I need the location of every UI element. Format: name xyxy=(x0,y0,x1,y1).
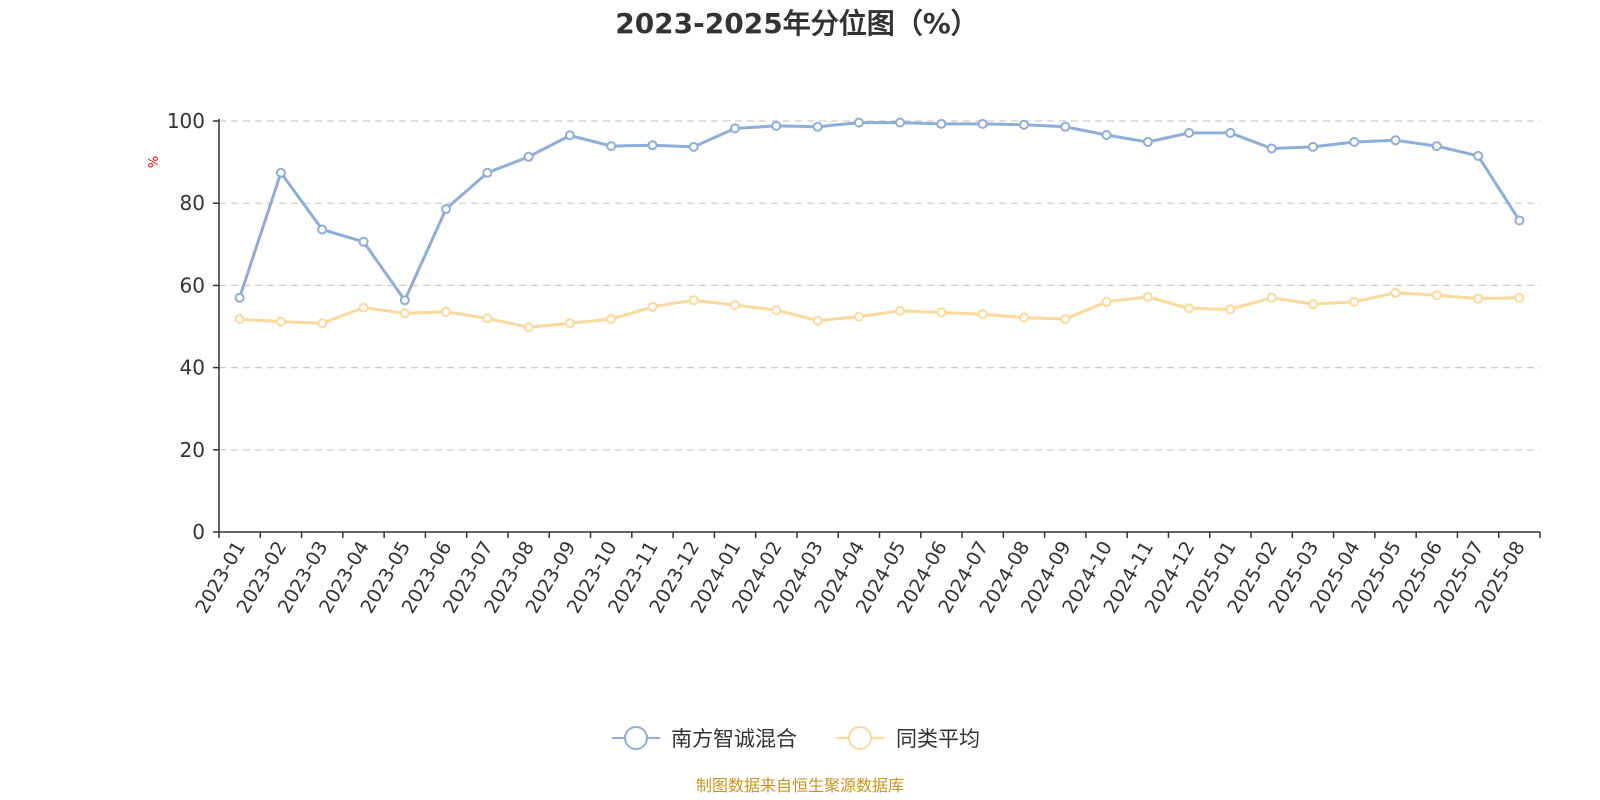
data-point[interactable] xyxy=(1060,314,1071,325)
data-point[interactable] xyxy=(1266,143,1277,154)
data-point[interactable] xyxy=(771,305,782,316)
data-point[interactable] xyxy=(564,318,575,329)
data-point[interactable] xyxy=(275,316,286,327)
data-point[interactable] xyxy=(1431,141,1442,152)
data-point[interactable] xyxy=(812,121,823,132)
data-point[interactable] xyxy=(936,307,947,318)
data-point[interactable] xyxy=(853,311,864,322)
data-point[interactable] xyxy=(1390,135,1401,146)
data-point[interactable] xyxy=(1308,299,1318,310)
legend: 南方智诚混合 同类平均 xyxy=(612,726,980,751)
series-2 xyxy=(234,287,1525,333)
data-point[interactable] xyxy=(1431,290,1442,301)
y-tick-label: 40 xyxy=(180,356,205,380)
data-point[interactable] xyxy=(647,301,658,312)
data-point[interactable] xyxy=(1473,150,1484,161)
data-point[interactable] xyxy=(1101,296,1112,307)
legend-item-series-1[interactable]: 南方智诚混合 xyxy=(612,726,797,751)
data-point[interactable] xyxy=(1308,141,1318,152)
legend-label-series-2: 同类平均 xyxy=(896,727,980,751)
series-line xyxy=(239,291,1520,329)
chart-title: 2023-2025年分位图（%） xyxy=(615,7,979,40)
legend-label-series-1: 南方智诚混合 xyxy=(671,727,797,751)
data-point[interactable] xyxy=(1101,130,1112,140)
data-point[interactable] xyxy=(936,118,947,129)
data-point[interactable] xyxy=(441,204,451,214)
data-point[interactable] xyxy=(771,120,782,131)
data-point[interactable] xyxy=(647,140,658,151)
data-point[interactable] xyxy=(317,224,328,235)
data-point[interactable] xyxy=(1514,215,1525,226)
data-point[interactable] xyxy=(1225,127,1236,138)
data-point[interactable] xyxy=(275,167,286,178)
data-point[interactable] xyxy=(730,300,740,311)
data-point[interactable] xyxy=(1019,312,1029,323)
data-source-note: 制图数据来自恒生聚源数据库 xyxy=(696,776,904,795)
data-point[interactable] xyxy=(606,314,617,325)
data-point[interactable] xyxy=(482,167,493,178)
data-point[interactable] xyxy=(606,141,617,152)
data-point[interactable] xyxy=(1184,127,1195,138)
data-point[interactable] xyxy=(1142,137,1153,147)
data-point[interactable] xyxy=(1019,119,1029,130)
y-tick-label: 0 xyxy=(192,520,205,544)
data-point[interactable] xyxy=(234,292,245,303)
data-point[interactable] xyxy=(895,117,906,128)
data-point[interactable] xyxy=(1473,293,1484,304)
data-point[interactable] xyxy=(482,313,493,324)
data-point[interactable] xyxy=(1266,292,1277,303)
data-point[interactable] xyxy=(977,118,988,129)
data-point[interactable] xyxy=(358,302,369,313)
data-point[interactable] xyxy=(688,295,699,306)
data-point[interactable] xyxy=(977,309,988,320)
data-point[interactable] xyxy=(895,305,906,316)
data-point[interactable] xyxy=(1225,304,1236,315)
data-point[interactable] xyxy=(1514,292,1525,303)
gridlines xyxy=(219,120,1540,451)
data-point[interactable] xyxy=(1142,291,1153,302)
legend-marker-series-1 xyxy=(624,726,648,750)
data-point[interactable] xyxy=(853,117,864,128)
y-tick-label: 100 xyxy=(167,109,205,133)
data-point[interactable] xyxy=(399,308,410,319)
series-lines xyxy=(234,117,1525,333)
y-tick-label: 80 xyxy=(180,191,205,215)
data-point[interactable] xyxy=(523,322,534,333)
data-point[interactable] xyxy=(1060,121,1071,132)
data-point[interactable] xyxy=(1349,137,1360,147)
data-point[interactable] xyxy=(812,315,823,326)
data-point[interactable] xyxy=(441,306,451,317)
series-1 xyxy=(234,117,1525,306)
data-point[interactable] xyxy=(234,314,245,325)
data-point[interactable] xyxy=(358,236,369,247)
y-tick-label: 20 xyxy=(180,438,205,462)
legend-item-series-2[interactable]: 同类平均 xyxy=(836,726,980,751)
data-point[interactable] xyxy=(523,151,534,162)
data-point[interactable] xyxy=(688,141,699,152)
data-point[interactable] xyxy=(730,123,740,134)
data-point[interactable] xyxy=(1349,296,1360,307)
axes: 0204060801002023-012023-022023-032023-04… xyxy=(167,109,1541,617)
series-line xyxy=(238,121,1521,302)
legend-marker-series-2 xyxy=(848,726,872,750)
data-point[interactable] xyxy=(564,130,575,141)
data-point[interactable] xyxy=(1390,287,1401,298)
y-axis-unit-label: % xyxy=(147,156,162,168)
data-point[interactable] xyxy=(317,318,328,329)
data-point[interactable] xyxy=(1184,303,1195,314)
data-point[interactable] xyxy=(399,295,410,306)
y-tick-label: 60 xyxy=(180,273,205,297)
